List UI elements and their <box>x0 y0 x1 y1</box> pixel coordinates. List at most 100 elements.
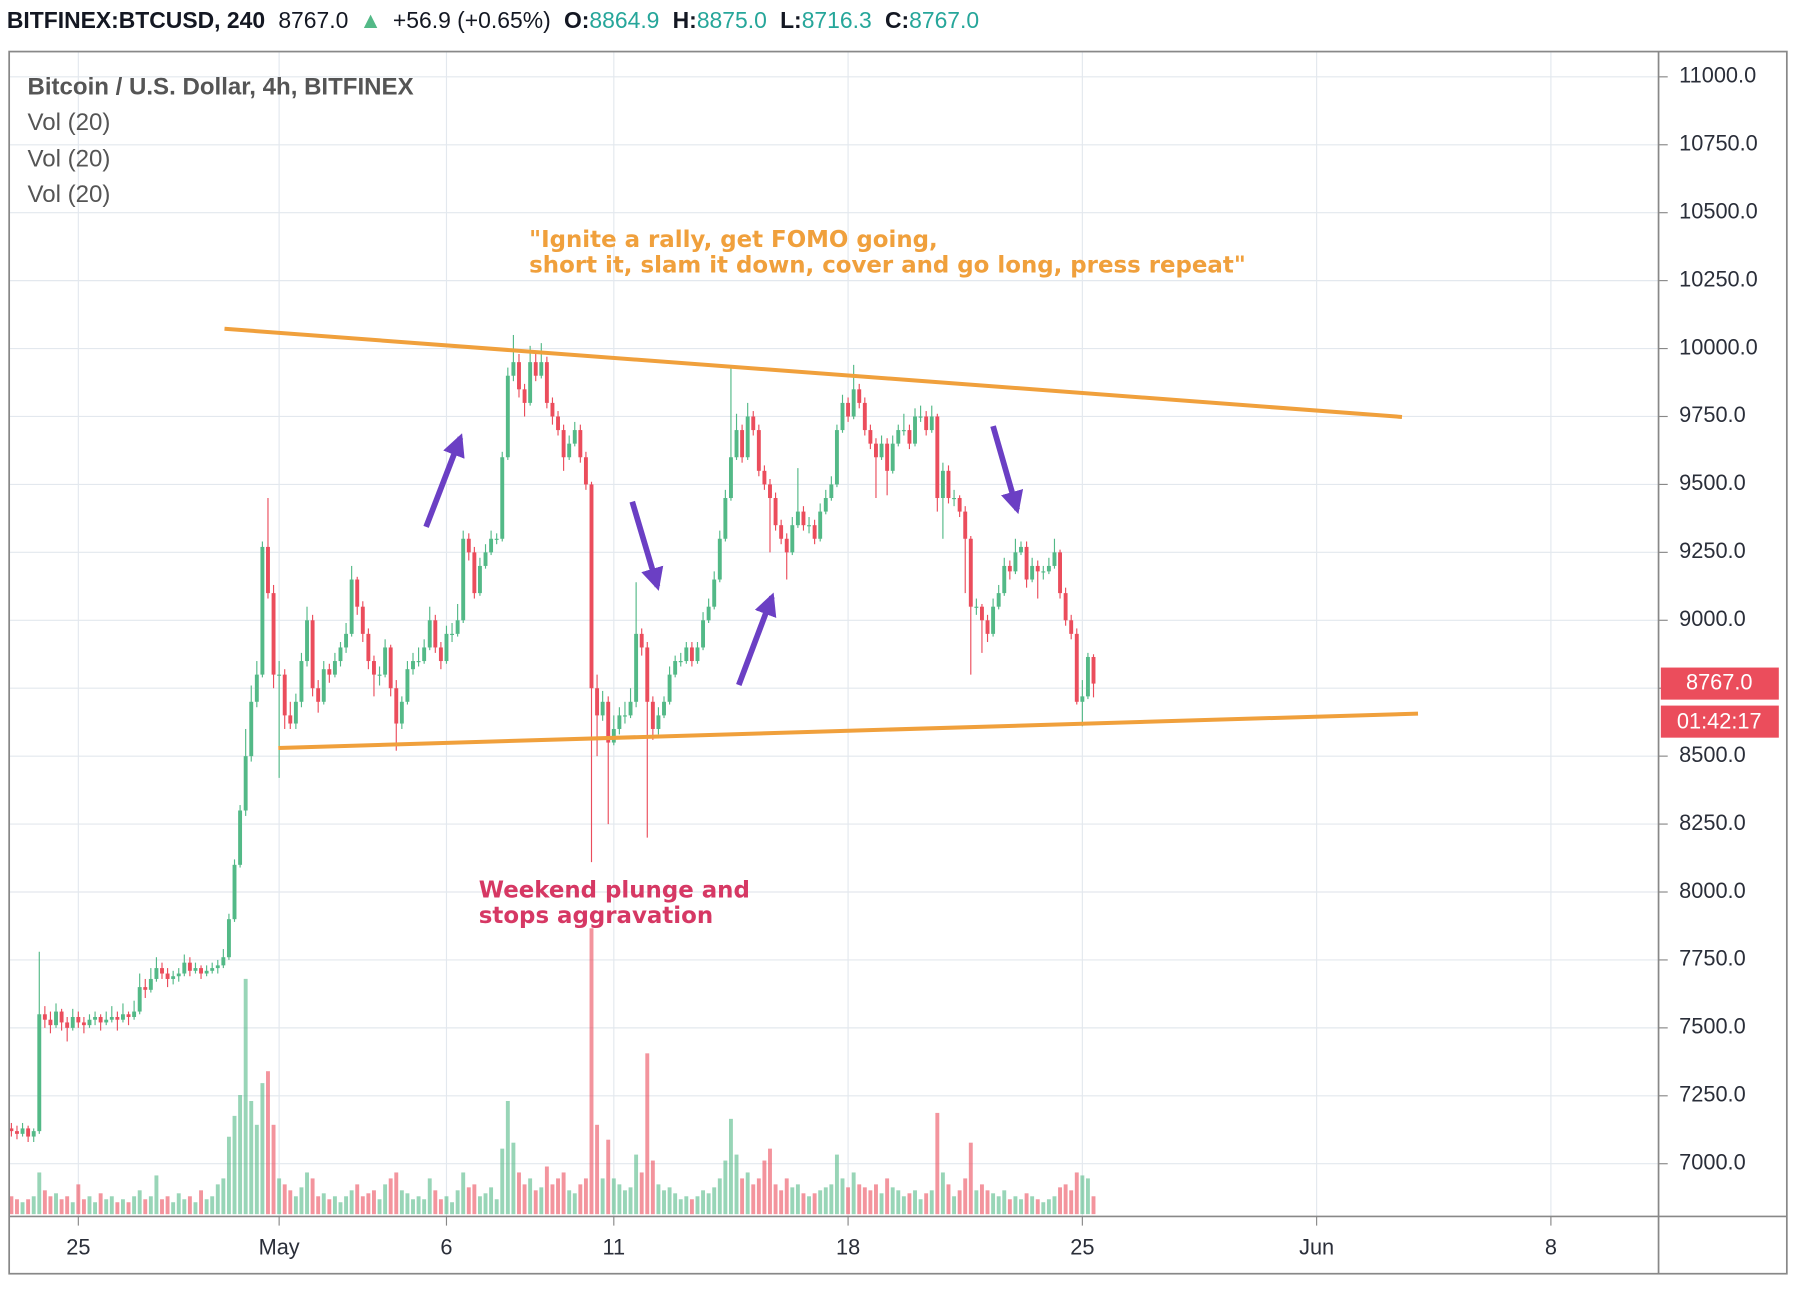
volume-bar <box>455 1190 460 1215</box>
volume-bar <box>645 1053 650 1215</box>
candle-body <box>857 389 862 403</box>
volume-bar <box>176 1193 181 1215</box>
candle-body <box>606 701 611 743</box>
volume-bar <box>1063 1184 1068 1215</box>
volume-bar <box>818 1190 823 1215</box>
h-value: 8875.0 <box>697 7 767 33</box>
candle-body <box>701 620 706 648</box>
candle-body <box>271 593 276 675</box>
volume-bar <box>249 1100 254 1215</box>
candle-body <box>466 538 471 553</box>
symbol: BITFINEX:BTCUSD, 240 <box>7 7 265 33</box>
volume-bar <box>243 978 248 1215</box>
candle-body <box>963 511 968 539</box>
arrow <box>990 425 1024 515</box>
candle-body <box>673 661 678 675</box>
volume-bar <box>807 1196 811 1215</box>
candle-body <box>455 620 460 634</box>
volume-bar <box>115 1202 120 1215</box>
candle-body <box>818 511 823 539</box>
candle-body <box>728 457 733 499</box>
candle-body <box>411 661 415 670</box>
candle-body <box>628 701 633 716</box>
candle-body <box>862 402 867 431</box>
volume-bar <box>193 1202 198 1215</box>
volume-bar <box>985 1190 990 1215</box>
volume-bar <box>494 1199 499 1215</box>
candle-body <box>834 430 839 485</box>
volume-bar <box>862 1187 867 1215</box>
volume-bar <box>405 1193 410 1215</box>
candle-body <box>405 669 410 702</box>
candle-body <box>204 970 209 974</box>
candle-body <box>1002 565 1007 594</box>
candle-body <box>1035 565 1040 572</box>
volume-bar <box>238 1095 243 1215</box>
candle-body <box>583 457 588 485</box>
candle-body <box>717 538 722 580</box>
volume-bar <box>9 1196 14 1215</box>
candle-body <box>957 498 962 512</box>
y-tick-label: 7250.0 <box>1679 1082 1746 1107</box>
candle-body <box>104 1019 109 1023</box>
volume-bar <box>399 1190 404 1215</box>
volume-bar <box>639 1172 644 1215</box>
candle-body <box>929 416 934 431</box>
candle-body <box>868 430 873 444</box>
candle-body <box>723 498 728 539</box>
volume-bar <box>500 1148 505 1215</box>
volume-bar <box>723 1160 728 1215</box>
candle-body <box>327 669 332 675</box>
c-value: 8767.0 <box>909 7 979 33</box>
volume-bar <box>812 1193 817 1215</box>
candle-body <box>42 1014 47 1020</box>
candle-body <box>762 470 767 485</box>
last: 8767.0 <box>278 7 348 33</box>
volume-bar <box>316 1196 321 1215</box>
y-tick-label: 8250.0 <box>1679 810 1746 835</box>
candle-body <box>399 701 404 724</box>
volume-bar <box>1091 1196 1096 1215</box>
candle-body <box>1080 696 1085 702</box>
candle-body <box>70 1016 75 1028</box>
volume-bar <box>444 1196 449 1215</box>
candle-body <box>461 538 466 621</box>
volume-bar <box>187 1196 192 1215</box>
candle-body <box>550 402 555 417</box>
candle-body <box>472 552 477 594</box>
candle-body <box>924 416 929 431</box>
candle-body <box>65 1022 70 1028</box>
volume-bar <box>728 1118 733 1215</box>
symbol-header: BITFINEX:BTCUSD, 240 8767.0 ▲ +56.9 (+0.… <box>7 7 979 33</box>
candle-body <box>1007 565 1012 572</box>
y-tick-label: 10500.0 <box>1679 198 1758 223</box>
candle-body <box>773 498 778 526</box>
x-tick-label: 11 <box>603 1234 626 1259</box>
y-tick-label: 9750.0 <box>1679 402 1746 427</box>
volume-bar <box>673 1193 678 1215</box>
candle-body <box>623 715 627 717</box>
volume-bar <box>823 1187 828 1215</box>
volume-bar <box>1058 1187 1062 1215</box>
resistance-line <box>224 326 1403 419</box>
volume-bar <box>299 1187 304 1215</box>
volume-bar <box>650 1160 655 1215</box>
volume-bar <box>879 1193 884 1215</box>
volume-bar <box>466 1187 471 1215</box>
annotation: "Ignite a rally, get FOMO going, <box>529 227 938 253</box>
candle-body <box>394 688 399 724</box>
volume-bar <box>611 1178 616 1215</box>
volume-bar <box>388 1178 393 1215</box>
volume-bar <box>623 1190 627 1215</box>
volume-bar <box>310 1178 315 1215</box>
last-price-label: 8767.0 <box>1686 669 1753 694</box>
candle-body <box>1024 546 1029 580</box>
candle-body <box>282 674 287 716</box>
volume-bar <box>109 1196 114 1215</box>
volume-bar <box>550 1184 555 1215</box>
candle-body <box>595 688 600 716</box>
volume-bar <box>572 1193 577 1215</box>
volume-bar <box>282 1184 287 1215</box>
y-tick-label: 9000.0 <box>1679 606 1746 631</box>
volume-bar <box>70 1202 75 1215</box>
